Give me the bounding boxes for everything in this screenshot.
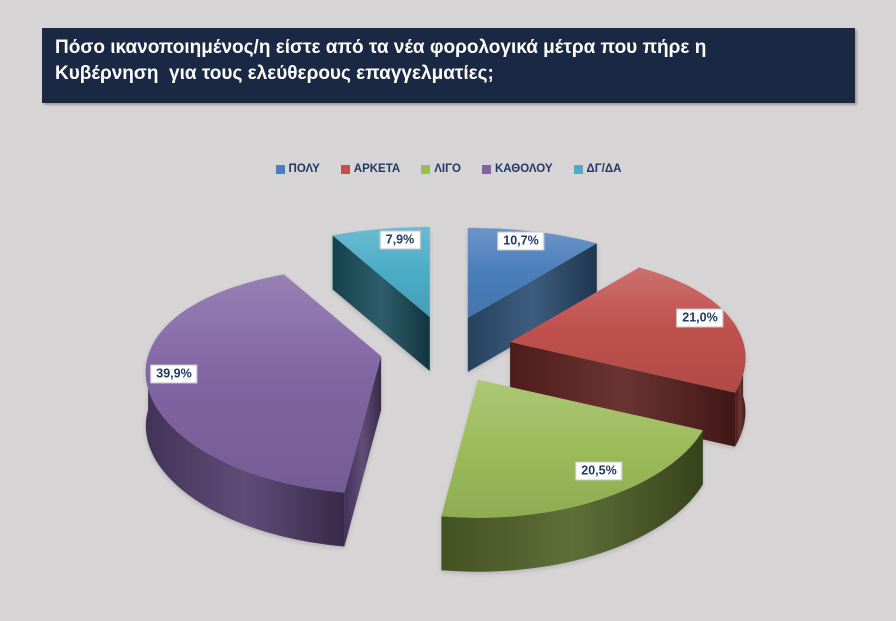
pie-label-1: 21,0% — [676, 308, 724, 328]
pie-label-2: 20,5% — [575, 461, 623, 481]
pie-label-0: 10,7% — [497, 231, 545, 251]
legend-label: ΠΟΛΥ — [288, 163, 320, 175]
pie-slice-top-4 — [332, 227, 430, 317]
pie-slice-rim-1 — [735, 342, 746, 447]
pie-slice-rim-3 — [145, 356, 345, 547]
legend-swatch-icon — [573, 164, 583, 174]
pie-slice-rim-2 — [441, 430, 703, 572]
title-bar: Πόσο ικανοποιημένος/η είστε από τα νέα φ… — [42, 28, 855, 103]
pie-slice-top-1 — [510, 267, 746, 393]
legend-swatch-icon — [275, 164, 285, 174]
legend-swatch-icon — [340, 164, 350, 174]
legend-swatch-icon — [421, 164, 431, 174]
pie-label-3: 39,9% — [150, 364, 198, 384]
pie-slice-top-2 — [441, 379, 703, 518]
legend-item-1: ΑΡΚΕΤΑ — [340, 163, 401, 175]
legend-item-0: ΠΟΛΥ — [275, 163, 320, 175]
legend-item-2: ΛΙΓΟ — [421, 163, 461, 175]
pie-slice-top-3 — [145, 274, 382, 493]
pie-label-4: 7,9% — [379, 230, 421, 250]
legend-item-4: ΔΓ/ΔΑ — [573, 163, 622, 175]
legend-label: ΚΑΘΟΛΟΥ — [494, 163, 553, 175]
pie-slice-side-1 — [510, 342, 736, 447]
legend-item-3: ΚΑΘΟΛΟΥ — [481, 163, 553, 175]
pie-slice-side-4 — [332, 235, 430, 371]
legend-label: ΑΡΚΕΤΑ — [353, 163, 401, 175]
legend-label: ΛΙΓΟ — [434, 163, 461, 175]
title-line-2: Κυβέρνηση για τους ελεύθερους επαγγελματ… — [55, 63, 494, 84]
legend: ΠΟΛΥ ΑΡΚΕΤΑ ΛΙΓΟ ΚΑΘΟΛΟΥ ΔΓ/ΔΑ — [42, 160, 855, 178]
pie-slice-side-3 — [344, 356, 382, 547]
legend-swatch-icon — [481, 164, 491, 174]
pie-slice-side-0 — [467, 243, 597, 372]
title-line-1: Πόσο ικανοποιημένος/η είστε από τα νέα φ… — [55, 37, 707, 58]
legend-label: ΔΓ/ΔΑ — [586, 163, 622, 175]
